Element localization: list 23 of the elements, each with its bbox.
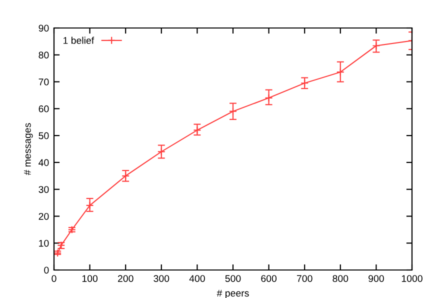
y-tick-label: 90 <box>38 24 49 32</box>
y-tick-label: 70 <box>38 78 49 86</box>
y-axis-title: # messages <box>24 123 33 176</box>
x-tick-label: 100 <box>82 275 98 282</box>
x-tick-label: 400 <box>189 275 205 282</box>
legend-label: 1 belief <box>63 36 94 44</box>
y-tick-label: 80 <box>38 52 49 59</box>
x-tick-label: 600 <box>261 275 277 282</box>
x-tick-label: 800 <box>332 275 348 282</box>
x-tick-label: 500 <box>225 275 241 282</box>
y-tick-label: 20 <box>38 212 49 220</box>
y-tick-label: 60 <box>38 105 49 112</box>
y-tick-label: 30 <box>38 186 49 193</box>
x-tick-label: 700 <box>296 275 312 282</box>
y-tick-label: 50 <box>38 132 49 140</box>
x-tick-label: 200 <box>118 275 134 282</box>
y-tick-label: 10 <box>39 240 49 247</box>
x-tick-label: 1000 <box>402 275 422 282</box>
x-tick-label: 900 <box>368 275 384 282</box>
y-tick-label: 40 <box>38 159 49 166</box>
x-tick-label: 300 <box>154 275 170 282</box>
x-tick-label: 0 <box>52 275 56 282</box>
y-tick-label: 0 <box>44 266 49 274</box>
